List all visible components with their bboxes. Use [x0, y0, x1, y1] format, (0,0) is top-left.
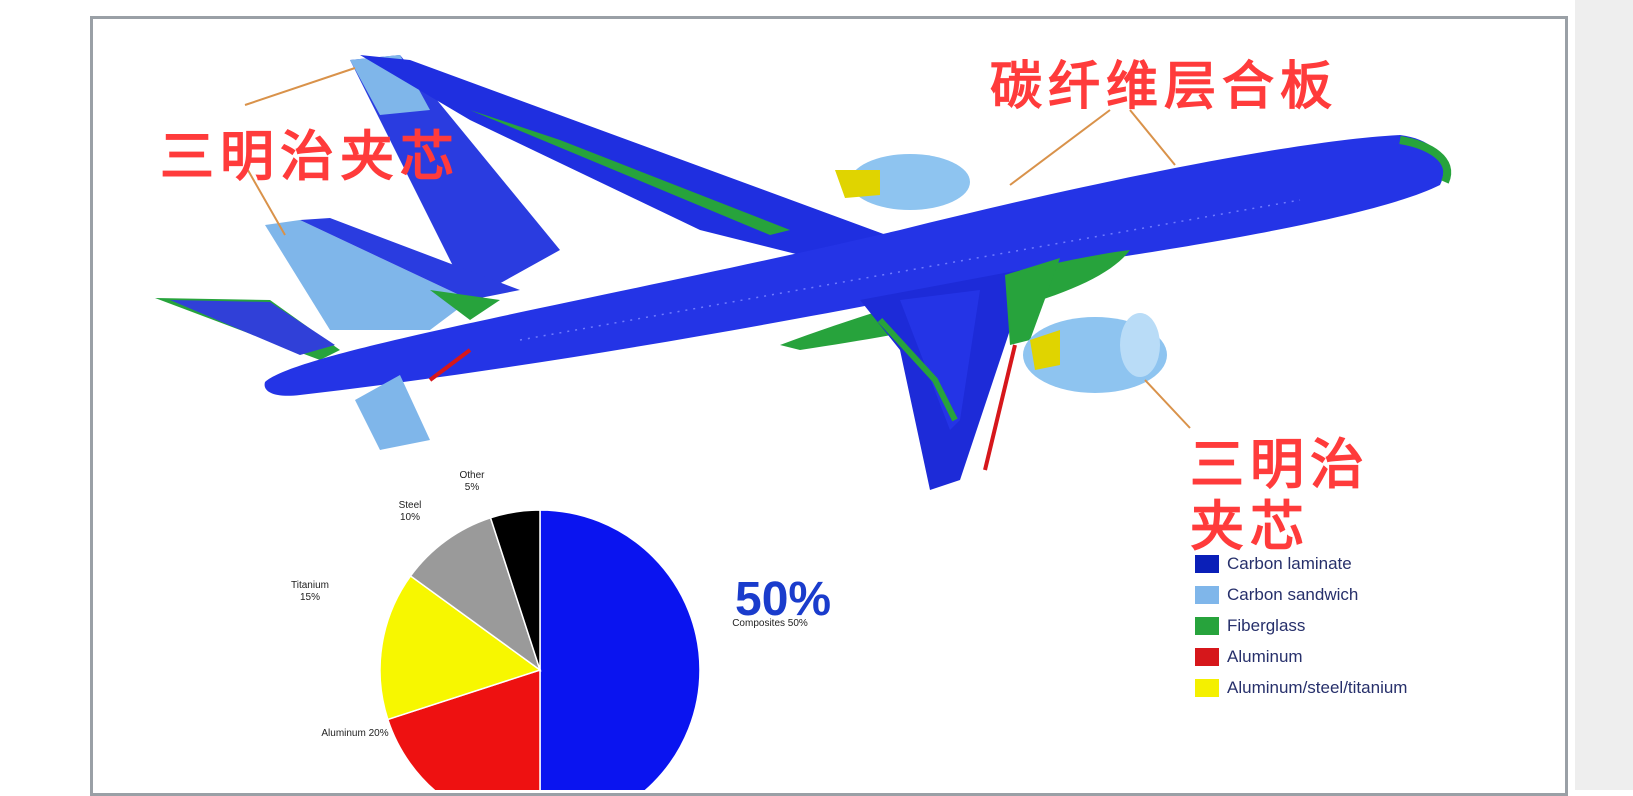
legend-swatch — [1195, 647, 1219, 666]
label-sandwich-core-right-1: 三明治 — [1190, 433, 1370, 496]
pie-label-composites: Composites 50% — [732, 618, 808, 629]
pie-highlight-percent: 50% — [735, 573, 832, 626]
legend-item-fiberglass: Fiberglass — [1195, 610, 1407, 641]
leader-line-carbon-2 — [1129, 109, 1176, 166]
legend-item-aluminum-steel-titanium: Aluminum/steel/titanium — [1195, 672, 1407, 703]
legend-swatch — [1195, 678, 1219, 697]
leader-line-carbon-1 — [1009, 109, 1111, 186]
pie-label-aluminum: Aluminum 20% — [321, 728, 389, 739]
vertical-stabilizer-edge — [350, 55, 430, 115]
legend-label: Carbon laminate — [1227, 553, 1352, 573]
pie-slice-aluminum — [386, 668, 541, 790]
legend-label: Fiberglass — [1227, 615, 1306, 635]
fuselage — [264, 135, 1444, 396]
horizontal-stabilizer-left — [265, 220, 470, 330]
legend-swatch — [1195, 616, 1219, 635]
right-margin — [1575, 0, 1633, 790]
pie-label-titanium: Titanium 15% — [291, 580, 329, 603]
pie-slice-other — [489, 509, 541, 671]
pie-label-steel: Steel 10% — [398, 500, 422, 523]
legend-swatch — [1195, 554, 1219, 573]
legend-label: Aluminum — [1227, 646, 1303, 666]
leader-line-right — [1144, 379, 1191, 429]
material-legend: Carbon laminate Carbon sandwich Fibergla… — [1195, 548, 1407, 703]
pie-slice-titanium — [379, 574, 542, 721]
label-sandwich-core-top: 三明治夹芯 — [160, 125, 460, 188]
vertical-stabilizer — [350, 55, 560, 300]
legend-item-aluminum: Aluminum — [1195, 641, 1407, 672]
far-engine — [850, 154, 970, 210]
leader-line-top-1 — [244, 67, 356, 106]
legend-swatch — [1195, 585, 1219, 604]
legend-label: Carbon sandwich — [1227, 584, 1359, 604]
legend-item-carbon-laminate: Carbon laminate — [1195, 548, 1407, 579]
far-wing — [360, 55, 900, 260]
label-sandwich-core-right-2: 夹芯 — [1190, 495, 1310, 558]
legend-item-carbon-sandwich: Carbon sandwich — [1195, 579, 1407, 610]
pie-slice-steel — [409, 516, 542, 672]
pie-slice-composites — [539, 509, 701, 790]
label-carbon-laminate: 碳纤维层合板 — [990, 57, 1339, 117]
legend-label: Aluminum/steel/titanium — [1227, 677, 1408, 697]
pie-label-other: Other 5% — [459, 470, 485, 493]
leader-line-top-2 — [244, 164, 286, 236]
